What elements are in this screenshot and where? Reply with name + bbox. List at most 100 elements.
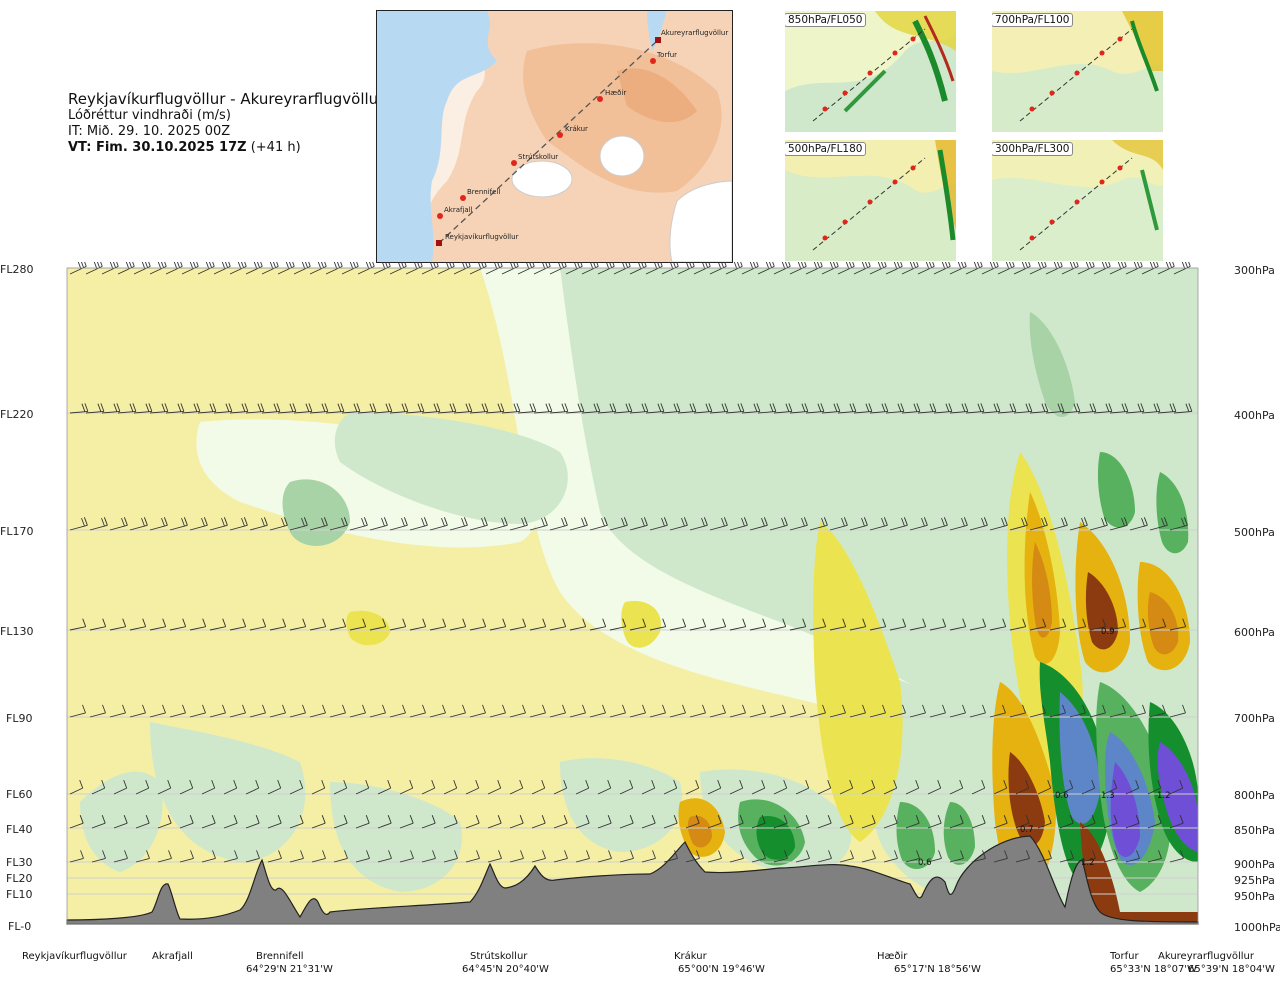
wind-barb-flag [722, 704, 726, 714]
wind-barb-flag [788, 403, 793, 412]
wind-barb-shaft [1037, 787, 1051, 795]
wind-barb-flag [436, 262, 439, 267]
wind-barb-shaft [869, 626, 886, 631]
wind-barb-flag [1117, 262, 1122, 270]
wind-barb-flag [996, 403, 1001, 412]
wind-barb-flag [308, 403, 313, 412]
wind-barb-flag [202, 704, 206, 714]
wind-barb-flag [176, 262, 181, 268]
wind-barb-shaft [531, 787, 545, 795]
wind-barb-flag [222, 704, 226, 714]
wind-barb-flag [1156, 403, 1161, 412]
wind-barb-flag [1009, 403, 1014, 412]
wind-barb-flag [983, 517, 988, 526]
wind-barb-flag [244, 262, 247, 267]
wind-barb-flag [893, 262, 898, 270]
wind-barb-shaft [1147, 787, 1161, 795]
wind-barb-shaft [553, 787, 567, 795]
wind-barb-shaft [389, 712, 406, 718]
wind-barb-flag [148, 262, 151, 267]
wind-barb-shaft [773, 857, 788, 863]
wind-barb-shaft [861, 857, 876, 863]
fl-label-4: FL90 [6, 712, 32, 725]
wind-barb-flag [981, 517, 985, 527]
wind-barb-flag [708, 262, 711, 267]
wind-barb-flag [628, 262, 631, 267]
wind-barb-flag [353, 403, 358, 412]
mini-map-850[interactable]: 850hPa/FL050 [785, 11, 956, 132]
wind-barb-flag [1157, 779, 1162, 789]
mini-map-700[interactable]: 700hPa/FL100 [992, 11, 1163, 132]
wind-barb-flag [801, 403, 806, 412]
wind-barb-shaft [709, 626, 726, 631]
wind-barb-flag [300, 850, 304, 859]
wind-barb-flag [862, 618, 867, 627]
wind-barb-flag [868, 403, 873, 412]
wind-barb-flag [142, 618, 147, 627]
wind-barb-flag [523, 517, 528, 526]
wind-barb-flag [580, 403, 585, 412]
wind-barb-flag [484, 262, 487, 267]
wind-barb-flag [289, 403, 294, 412]
wind-barb-shaft [329, 712, 346, 718]
wind-barb-shaft [1037, 857, 1052, 863]
mini-map-300[interactable]: 300hPa/FL300 [992, 140, 1163, 261]
wind-barb-flag [381, 517, 385, 527]
wind-barb-flag [973, 262, 978, 270]
wind-barb-flag [1142, 704, 1146, 714]
wind-barb-flag [1021, 517, 1025, 527]
wind-barb-flag [124, 850, 128, 859]
wind-barb-shaft [223, 822, 238, 829]
valid-time: VT: Fim. 30.10.2025 17Z (+41 h) [68, 140, 384, 156]
wind-barb-shaft [569, 712, 586, 718]
wind-barb-flag [302, 704, 306, 714]
wind-barb-flag [916, 850, 920, 859]
station-7-coord: 65°39'N 18°04'W [1188, 964, 1275, 975]
wind-barb-flag [121, 517, 125, 527]
wind-barb-flag [629, 815, 634, 824]
wind-barb-flag [343, 779, 348, 789]
wind-barb-flag [1063, 517, 1068, 526]
wind-barb-flag [827, 779, 832, 789]
wind-barb-flag [381, 262, 386, 270]
wind-barb-shaft [929, 626, 946, 631]
wind-barb-flag [340, 262, 343, 267]
wind-barb-flag [629, 779, 634, 789]
wind-barb-flag [103, 517, 108, 526]
wind-barb-shaft [429, 626, 446, 631]
wind-barb-flag [1004, 850, 1008, 859]
wind-barb-flag [1183, 517, 1188, 526]
wind-barb-flag [585, 815, 590, 824]
wind-barb-flag [241, 517, 245, 527]
wind-barb-flag [1025, 779, 1030, 789]
wind-barb-flag [302, 618, 307, 627]
wind-barb-flag [718, 850, 722, 859]
wind-barb-shaft [1109, 712, 1126, 718]
wind-barb-flag [321, 815, 326, 824]
wind-barb-flag [382, 704, 386, 714]
wind-barb-flag [981, 779, 986, 789]
wind-barb-flag [740, 850, 744, 859]
wind-barb-shaft [773, 822, 788, 829]
wind-barb-flag [484, 403, 489, 412]
wind-barb-flag [1081, 517, 1085, 527]
wind-barb-flag [233, 779, 238, 789]
mini-map-500[interactable]: 500hPa/FL180 [785, 140, 956, 261]
station-0-name: Reykjavíkurflugvöllur [22, 950, 128, 962]
wind-barb-shaft [69, 857, 84, 863]
wind-barb-flag [545, 403, 550, 412]
wind-barb-flag [83, 517, 88, 526]
wind-barb-shaft [249, 712, 266, 718]
wind-barb-flag [349, 262, 354, 270]
wind-barb-flag [772, 262, 775, 267]
annotation-6: 1.2 [1081, 858, 1095, 868]
wind-barb-flag [301, 517, 305, 527]
wind-barb-flag [1172, 262, 1175, 267]
variable-label: Lóðréttur vindhraði (m/s) [68, 108, 231, 123]
wind-barb-flag [1060, 262, 1063, 267]
wind-barb-flag [432, 850, 436, 859]
wind-barb-flag [410, 850, 414, 859]
wind-barb-flag [189, 815, 194, 824]
wind-barb-flag [431, 779, 436, 789]
wind-barb-flag [201, 517, 205, 527]
